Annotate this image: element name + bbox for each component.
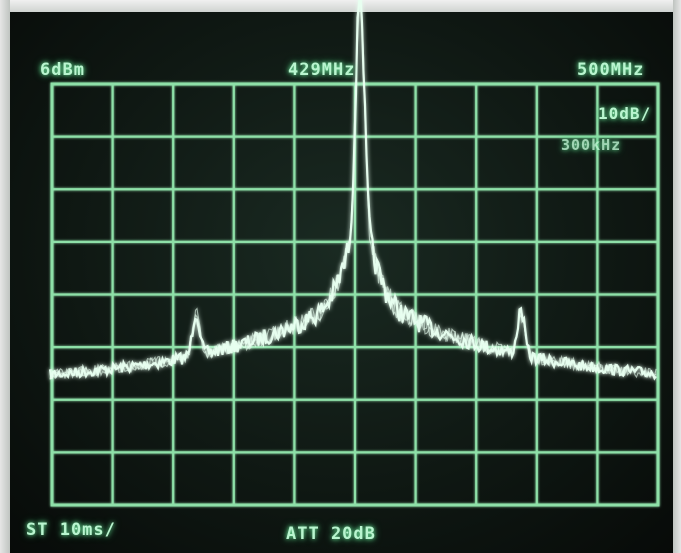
- center-frequency-readout: 429MHz: [288, 60, 356, 80]
- spectrum-trace: [48, 0, 657, 381]
- sweep-time-readout: ST 10ms/: [26, 520, 116, 540]
- bezel-top: [0, 0, 681, 12]
- reference-level-readout: 6dBm: [40, 60, 85, 80]
- resolution-bandwidth-readout: 300kHz: [561, 136, 622, 154]
- scale-readout: 10dB/: [598, 104, 652, 123]
- graticule-grid: [50, 82, 660, 507]
- spectrum-trace-line: [49, 0, 657, 380]
- span-readout: 500MHz: [577, 60, 645, 80]
- bezel-left: [0, 0, 10, 553]
- attenuation-readout: ATT 20dB: [286, 524, 376, 544]
- bezel-right: [673, 0, 681, 553]
